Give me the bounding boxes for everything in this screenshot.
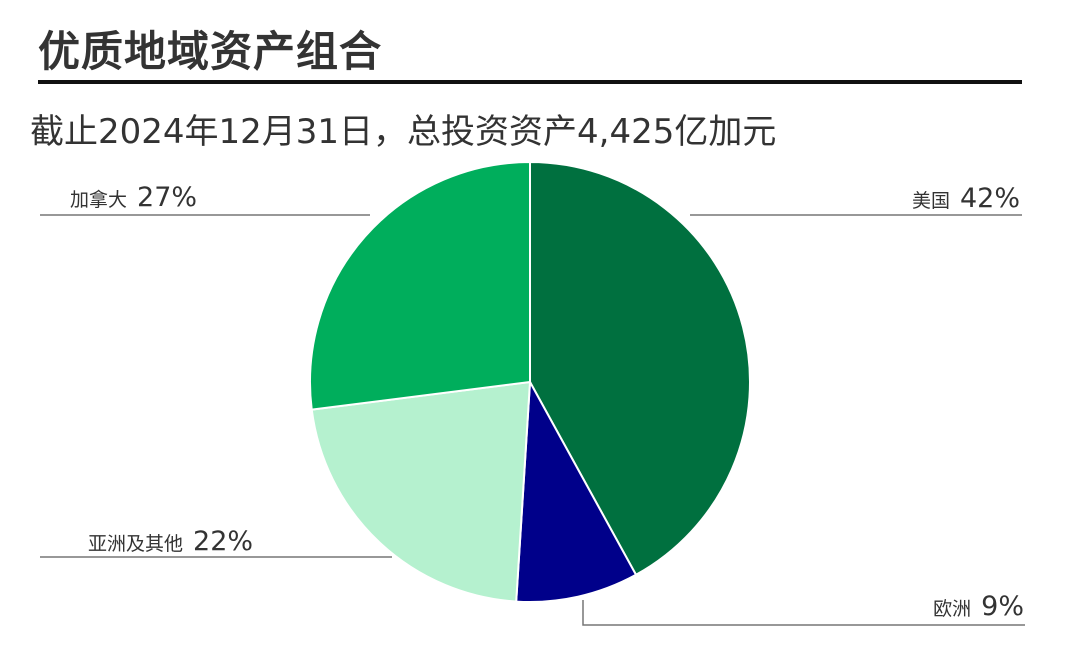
- chart-title: 优质地域资产组合: [38, 27, 383, 76]
- title-divider: [38, 80, 1022, 84]
- slice-value: 42%: [960, 183, 1020, 214]
- slice-name: 欧洲: [933, 598, 971, 620]
- slice-value: 27%: [137, 182, 197, 213]
- pie-slice-2: [310, 380, 532, 603]
- slice-value: 9%: [981, 591, 1024, 622]
- slice-value: 22%: [193, 526, 253, 557]
- slice-name: 美国: [912, 190, 950, 212]
- slice-label-3: 加拿大 27%: [70, 182, 197, 213]
- slice-label-0: 美国 42%: [912, 183, 1020, 214]
- slice-name: 加拿大: [70, 188, 127, 211]
- leader-line-1: [582, 600, 1025, 626]
- slice-label-2: 亚洲及其他 22%: [88, 526, 253, 557]
- chart-subtitle: 截止2024年12月31日，总投资资产4,425亿加元: [30, 112, 777, 152]
- pie-slice-1: [515, 378, 638, 603]
- slice-label-1: 欧洲 9%: [933, 591, 1024, 622]
- pie-slice-3: [309, 160, 531, 411]
- pie-slice-0: [529, 160, 751, 577]
- slice-name: 亚洲及其他: [88, 533, 183, 555]
